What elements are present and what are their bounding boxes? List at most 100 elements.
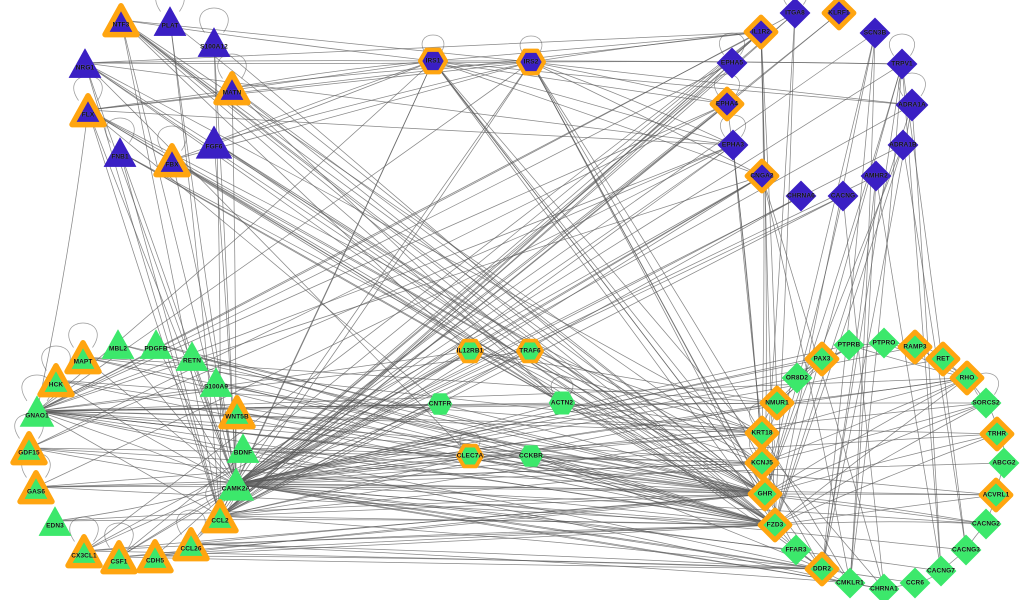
edge	[54, 519, 776, 526]
node-itga8[interactable]: ITGA8	[779, 0, 811, 29]
edge	[530, 61, 851, 584]
node-ghr[interactable]: GHR	[747, 476, 783, 512]
edge	[849, 175, 877, 584]
node-wnt5b[interactable]: WNT5B	[218, 395, 256, 430]
node-matn[interactable]: MATN	[213, 71, 251, 106]
edge	[87, 109, 763, 464]
node-traf6[interactable]: TRAF6	[516, 338, 544, 364]
node-nrg1[interactable]: NRG1	[68, 46, 102, 80]
node-ntf3[interactable]: NTF3	[102, 3, 140, 38]
edge	[36, 402, 778, 412]
node-chrna1[interactable]: CHRNA1	[868, 573, 900, 600]
node-epha3[interactable]: EPHA3	[717, 129, 749, 161]
node-cnga2[interactable]: CNGA2	[744, 158, 780, 194]
triangle-shape	[69, 93, 107, 128]
node-fbx[interactable]: FBX	[153, 143, 191, 178]
edge	[35, 432, 763, 488]
node-ramp3[interactable]: RAMP3	[897, 329, 933, 365]
node-cx3cl1[interactable]: CX3CL1	[65, 534, 103, 569]
node-epha5[interactable]: EPHA5	[716, 47, 748, 79]
edge	[191, 355, 776, 526]
node-irs2[interactable]: IRS2	[515, 48, 547, 76]
node-sorcs2[interactable]: SORCS2	[970, 387, 1002, 419]
edge	[774, 104, 913, 526]
edge	[118, 493, 766, 558]
node-flx[interactable]: FLX	[69, 93, 107, 128]
edge	[901, 63, 942, 572]
node-ddr2[interactable]: DDR2	[804, 551, 840, 587]
node-camk2a[interactable]: CAMK2A	[217, 465, 255, 503]
node-cacng7[interactable]: CACNG7	[925, 555, 957, 587]
node-irs1[interactable]: IRS1	[417, 47, 449, 75]
node-kcnj5[interactable]: KCNJ5	[744, 445, 780, 481]
node-csf1[interactable]: CSF1	[100, 540, 138, 575]
edge	[171, 159, 563, 404]
node-nmur1[interactable]: NMUR1	[759, 385, 795, 421]
node-adra1a[interactable]: ADRA1A	[895, 88, 929, 122]
triangle-shape	[153, 143, 191, 178]
node-bdnf[interactable]: BDNF	[226, 431, 260, 465]
edge	[231, 87, 776, 526]
diamond-shape	[717, 129, 749, 161]
node-hck[interactable]: HCK	[37, 363, 75, 398]
node-scn3b[interactable]: SCN3B	[859, 17, 891, 49]
node-fgf6[interactable]: FGF6	[195, 123, 233, 161]
node-cckbr[interactable]: CCKBR	[518, 444, 544, 468]
edge	[87, 109, 441, 405]
node-ptprb[interactable]: PTPRB	[833, 329, 865, 361]
edge	[432, 60, 728, 105]
edge	[849, 63, 903, 584]
node-il1r2[interactable]: IL1R2	[743, 14, 779, 50]
node-trhr[interactable]: TRHR	[979, 416, 1015, 452]
node-ccr6[interactable]: CCR6	[899, 567, 931, 599]
node-krt18[interactable]: KRT18	[744, 415, 780, 451]
node-actn2[interactable]: ACTN2	[548, 390, 576, 416]
node-epha4[interactable]: EPHA4	[709, 86, 745, 122]
node-pdgfb[interactable]: PDGFB	[139, 327, 173, 361]
node-cntfr[interactable]: CNTFR	[427, 392, 453, 416]
node-cacng[interactable]: CACNG	[827, 180, 859, 212]
node-clec7a[interactable]: CLEC7A	[456, 443, 484, 469]
edge	[530, 31, 762, 63]
node-adra1b[interactable]: ADRA1B	[887, 129, 919, 161]
edge	[35, 144, 734, 488]
edge	[84, 62, 776, 526]
edge	[235, 104, 913, 485]
edge	[842, 195, 885, 590]
diamond-shape	[970, 508, 1002, 540]
node-gnao1[interactable]: GNAO1	[19, 393, 55, 429]
self-loop-edge	[68, 322, 98, 348]
node-ptpro[interactable]: PTPRO	[868, 327, 900, 359]
edge	[235, 483, 823, 570]
node-mbl2[interactable]: MBL2	[101, 327, 135, 361]
node-plat[interactable]: PLAT	[153, 4, 187, 38]
node-gdf15[interactable]: GDF15	[10, 431, 48, 466]
edge	[119, 151, 776, 526]
node-s100a9[interactable]: S100A9	[199, 365, 233, 399]
edge	[529, 350, 766, 495]
node-gas6[interactable]: GAS6	[17, 470, 55, 505]
node-cdh5[interactable]: CDH5	[136, 539, 174, 574]
edge	[219, 432, 763, 517]
edge	[774, 494, 997, 526]
edge	[764, 493, 987, 525]
node-abcg2[interactable]: ABCG2	[988, 447, 1020, 479]
edge	[219, 515, 823, 570]
edge	[242, 447, 766, 495]
diamond-shape	[804, 341, 840, 377]
node-ccl2[interactable]: CCL2	[201, 499, 239, 534]
node-klrf1[interactable]: KLRF1	[821, 0, 857, 31]
node-trpv1[interactable]: TRPV1	[886, 48, 918, 80]
node-acvrl1[interactable]: ACVRL1	[978, 477, 1014, 513]
edge	[219, 493, 766, 517]
node-fnb1[interactable]: FNB1	[103, 135, 137, 169]
node-amhr2[interactable]: AMHR2	[860, 160, 892, 192]
diamond-shape	[860, 160, 892, 192]
node-s100a12[interactable]: S100A12	[197, 25, 231, 59]
node-ccl26[interactable]: CCL26	[172, 527, 210, 562]
edge	[36, 109, 89, 412]
node-il12rb1[interactable]: IL12RB1	[456, 338, 484, 364]
node-chrna6[interactable]: CHRNA6	[785, 180, 817, 212]
node-cmklr1[interactable]: CMKLR1	[834, 567, 866, 599]
node-edn3[interactable]: EDN3	[38, 504, 72, 538]
